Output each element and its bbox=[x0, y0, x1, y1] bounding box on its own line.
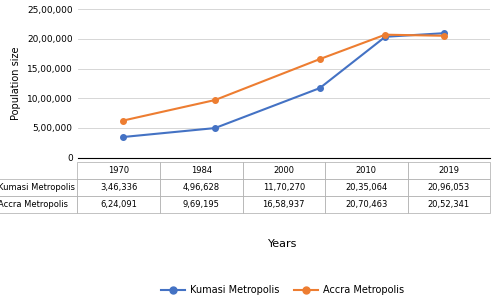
Accra Metropolis bbox=[120, 119, 126, 122]
Text: Years: Years bbox=[268, 239, 297, 249]
Accra Metropolis bbox=[317, 57, 323, 61]
Kumasi Metropolis bbox=[441, 31, 447, 35]
Kumasi Metropolis bbox=[212, 126, 218, 130]
Line: Accra Metropolis: Accra Metropolis bbox=[120, 32, 447, 123]
Line: Kumasi Metropolis: Kumasi Metropolis bbox=[120, 30, 447, 140]
Accra Metropolis bbox=[212, 98, 218, 102]
Kumasi Metropolis bbox=[120, 135, 126, 139]
Accra Metropolis bbox=[441, 34, 447, 38]
Kumasi Metropolis bbox=[382, 35, 388, 39]
Kumasi Metropolis bbox=[317, 86, 323, 90]
Legend: Kumasi Metropolis, Accra Metropolis: Kumasi Metropolis, Accra Metropolis bbox=[157, 281, 408, 299]
Accra Metropolis bbox=[382, 33, 388, 37]
Y-axis label: Population size: Population size bbox=[12, 47, 22, 120]
